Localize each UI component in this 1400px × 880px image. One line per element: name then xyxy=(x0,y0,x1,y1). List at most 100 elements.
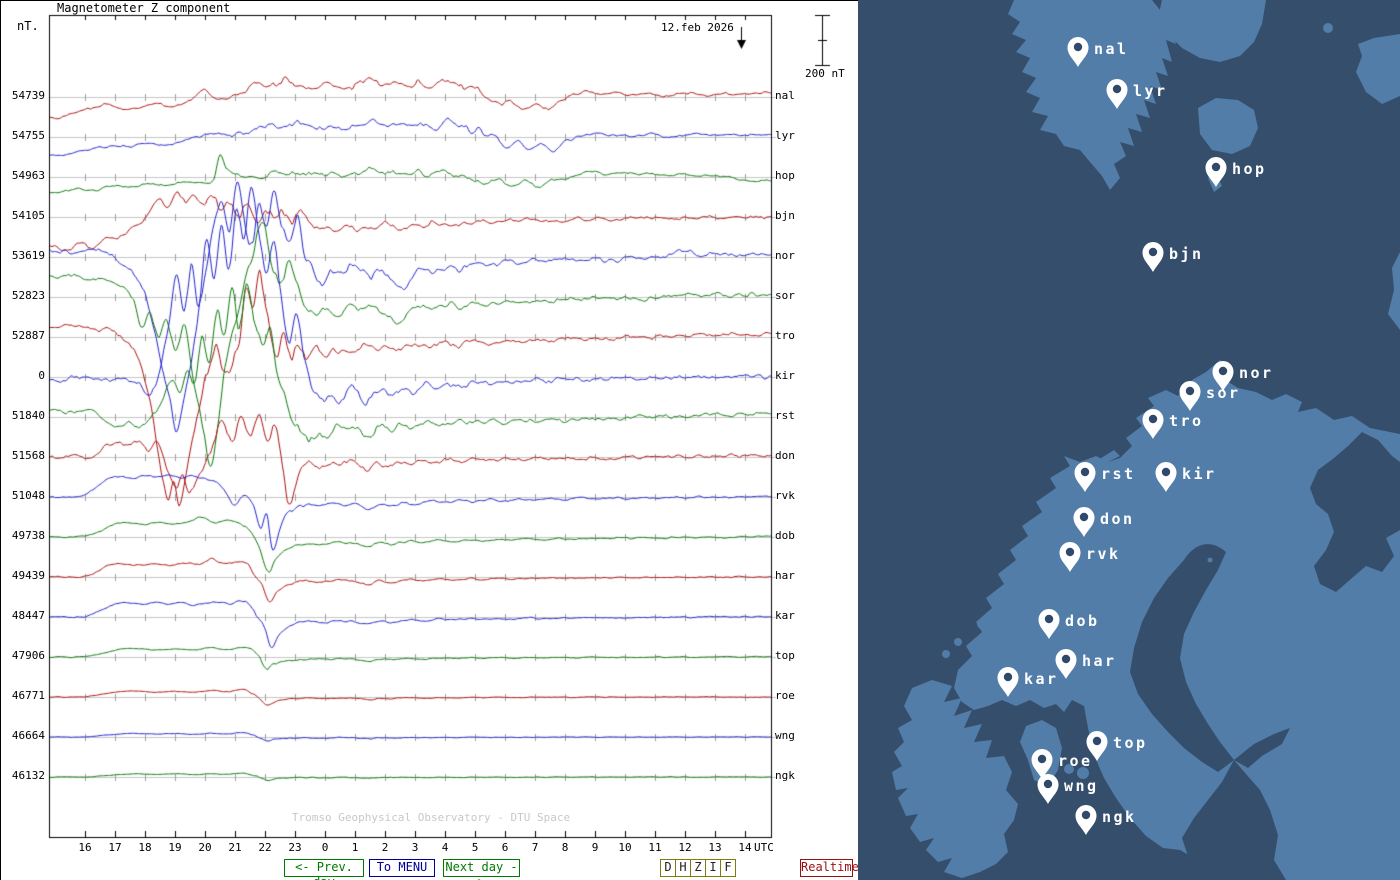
map-pin-nal[interactable]: nal xyxy=(1067,37,1129,67)
map-marker-icon xyxy=(1155,462,1177,492)
baseline-value-top: 47906 xyxy=(11,649,45,662)
baseline-value-don: 51568 xyxy=(11,449,45,462)
station-label-ngk: ngk xyxy=(775,769,795,782)
map-marker-icon xyxy=(1212,361,1234,391)
station-label-wng: wng xyxy=(775,729,795,742)
station-label-top: top xyxy=(775,649,795,662)
map-marker-hole xyxy=(1003,672,1013,682)
x-tick-label-3: 3 xyxy=(411,841,419,854)
x-tick-label-10: 10 xyxy=(618,841,632,854)
map-marker-icon xyxy=(1142,242,1164,272)
map-marker-icon xyxy=(1106,79,1128,109)
map-pin-lyr[interactable]: lyr xyxy=(1106,79,1168,109)
x-tick-label-6: 6 xyxy=(501,841,509,854)
map-marker-icon xyxy=(1179,381,1201,411)
map-marker-hole xyxy=(1081,810,1091,820)
map-marker-icon xyxy=(997,667,1019,697)
map-pin-hop[interactable]: hop xyxy=(1205,157,1267,187)
prev-day-button[interactable]: <- Prev. day xyxy=(284,859,364,880)
map-marker-icon xyxy=(1037,774,1059,804)
map-pin-label-top: top xyxy=(1113,734,1148,752)
baseline-value-wng: 46664 xyxy=(11,729,45,742)
land-kvitoya xyxy=(1323,23,1333,33)
x-tick-label-18: 18 xyxy=(138,841,152,854)
map-pin-bjn[interactable]: bjn xyxy=(1142,242,1204,272)
map-pin-top[interactable]: top xyxy=(1086,731,1148,761)
map-marker-hole xyxy=(1079,512,1089,522)
sea-white-sea xyxy=(1310,432,1400,592)
baseline-value-kir: 0 xyxy=(38,369,45,382)
map-pin-har[interactable]: har xyxy=(1055,649,1117,679)
station-label-kir: kir xyxy=(775,369,795,382)
map-marker-hole xyxy=(1061,654,1071,664)
x-tick-label-11: 11 xyxy=(648,841,662,854)
realtime-button[interactable]: Realtime xyxy=(800,859,859,877)
map-pin-label-ngk: ngk xyxy=(1102,808,1137,826)
x-tick-label-21: 21 xyxy=(228,841,242,854)
land-lofoten-3 xyxy=(1098,450,1120,464)
component-button-H[interactable]: H xyxy=(675,859,691,877)
land-shetland-2 xyxy=(954,638,962,646)
map-pin-label-kar: kar xyxy=(1024,670,1059,688)
land-island-speck xyxy=(1207,557,1213,563)
map-pin-ngk[interactable]: ngk xyxy=(1075,805,1137,835)
component-button-D[interactable]: D xyxy=(660,859,676,877)
baseline-value-bjn: 54105 xyxy=(11,209,45,222)
baseline-value-tro: 52887 xyxy=(11,329,45,342)
map-marker-icon xyxy=(1142,409,1164,439)
baseline-value-roe: 46771 xyxy=(11,689,45,702)
to-menu-button[interactable]: To MENU xyxy=(369,859,435,877)
land-franz-josef xyxy=(1356,34,1400,104)
x-tick-label-19: 19 xyxy=(168,841,182,854)
map-pin-sor[interactable]: sor xyxy=(1179,381,1241,411)
scale-bar-label: 200 nT xyxy=(805,67,845,80)
x-tick-label-1: 1 xyxy=(351,841,359,854)
map-marker-hole xyxy=(1092,736,1102,746)
station-label-nor: nor xyxy=(775,249,795,262)
x-tick-label-13: 13 xyxy=(708,841,722,854)
station-label-kar: kar xyxy=(775,609,795,622)
map-pin-rvk[interactable]: rvk xyxy=(1059,542,1121,572)
map-pin-kir[interactable]: kir xyxy=(1155,462,1217,492)
magnetogram-canvas xyxy=(1,1,859,880)
land-novaya-zemlya-tip xyxy=(1388,252,1400,330)
map-pin-roe[interactable]: roe xyxy=(1031,749,1093,779)
map-marker-icon xyxy=(1055,649,1077,679)
component-button-F[interactable]: F xyxy=(720,859,736,877)
sea-gulf-of-bothnia xyxy=(1130,544,1234,772)
map-pin-kar[interactable]: kar xyxy=(997,667,1059,697)
map-pin-wng[interactable]: wng xyxy=(1037,774,1099,804)
y-axis-unit-label: nT. xyxy=(17,19,39,33)
x-tick-label-20: 20 xyxy=(198,841,212,854)
component-button-Z[interactable]: Z xyxy=(690,859,706,877)
next-day-button[interactable]: Next day -> xyxy=(443,859,520,880)
map-pin-label-rst: rst xyxy=(1101,465,1136,483)
land-zealand xyxy=(1077,767,1089,779)
map-pin-label-nor: nor xyxy=(1239,364,1274,382)
map-pin-dob[interactable]: dob xyxy=(1038,609,1100,639)
x-tick-label-4: 4 xyxy=(441,841,449,854)
map-pin-rst[interactable]: rst xyxy=(1074,462,1136,492)
map-marker-icon xyxy=(1031,749,1053,779)
map-pin-label-dob: dob xyxy=(1065,612,1100,630)
component-button-I[interactable]: I xyxy=(705,859,721,877)
map-pin-don[interactable]: don xyxy=(1073,507,1135,537)
baseline-value-har: 49439 xyxy=(11,569,45,582)
map-pin-tro[interactable]: tro xyxy=(1142,409,1204,439)
map-marker-hole xyxy=(1112,84,1122,94)
land-lofoten-2 xyxy=(1084,486,1108,500)
baseline-value-rvk: 51048 xyxy=(11,489,45,502)
map-marker-hole xyxy=(1043,779,1053,789)
baseline-value-hop: 54963 xyxy=(11,169,45,182)
map-marker-icon xyxy=(1086,731,1108,761)
baseline-value-kar: 48447 xyxy=(11,609,45,622)
map-pin-label-bjn: bjn xyxy=(1169,245,1204,263)
map-pin-nor[interactable]: nor xyxy=(1212,361,1274,391)
station-label-hop: hop xyxy=(775,169,795,182)
map-marker-hole xyxy=(1080,467,1090,477)
map-marker-icon xyxy=(1075,805,1097,835)
x-tick-label-14: 14 xyxy=(738,841,752,854)
